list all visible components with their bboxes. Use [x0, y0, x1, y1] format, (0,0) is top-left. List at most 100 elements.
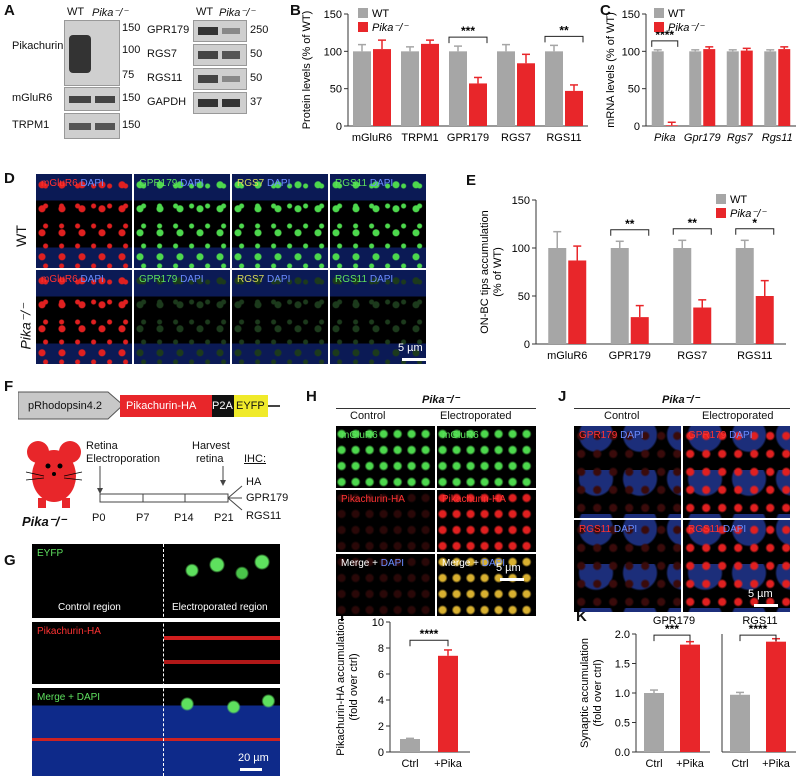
h-image-1-control: Pikachurin-HA [336, 490, 435, 552]
band [222, 76, 240, 82]
stain-text: DAPI [369, 274, 394, 285]
marker-50: 50 [250, 48, 263, 60]
sig-bracket [653, 634, 691, 642]
h-stain-label: mGluR6 [442, 430, 479, 441]
bar-ko [565, 90, 583, 126]
bar-wt [610, 248, 629, 344]
blot-label-trpm1: TRPM1 [12, 119, 50, 131]
j-col-electro: Electroporated [702, 410, 774, 422]
legend-swatch [716, 194, 726, 204]
stain-text: Merge + [341, 558, 381, 569]
j-stain-label: GPR179 DAPI [579, 430, 643, 441]
bar-wt [497, 51, 515, 127]
row-label-ko: Pika⁻/⁻ [17, 303, 34, 350]
y-axis-label: ON-BC tips accumulation [479, 210, 491, 334]
j-stain-label: RGS11 DAPI [579, 524, 637, 535]
bar-ko [755, 296, 774, 344]
bar-ko [740, 50, 753, 126]
stain-text: Pikachurin-HA [442, 494, 506, 505]
bar-wt [353, 51, 371, 127]
sig-bracket [735, 228, 775, 235]
stain-text: Merge + [442, 558, 482, 569]
panel-label-a: A [4, 2, 15, 19]
stain-text: mGluR6 [442, 430, 479, 441]
y-tick-label: 2.0 [615, 629, 630, 641]
marker-250: 250 [250, 24, 269, 36]
bar-wt [735, 248, 754, 344]
x-tick-label: Rgs11 [762, 132, 793, 144]
bar-wt [401, 51, 419, 127]
tick-p14: P14 [174, 512, 194, 524]
stain-text: mGluR6 [341, 430, 378, 441]
bar-wt [449, 51, 467, 127]
bar-ctrl [400, 739, 420, 752]
marker-37: 37 [250, 96, 263, 108]
sig-label: ** [625, 217, 635, 231]
sig-bracket [409, 639, 449, 647]
d-image-ko-gpr179: GPR179 DAPI [134, 270, 230, 364]
blot-header-wt-right: WT [196, 6, 214, 18]
panel-label-i: I [340, 608, 345, 625]
blot-label-rgs11: RGS11 [147, 72, 183, 84]
y-tick-label: 0.0 [615, 747, 630, 759]
blot-label-rgs7: RGS7 [147, 48, 177, 60]
g-electro-region: Electroporated region [172, 602, 268, 613]
d-stain-label: GPR179 DAPI [139, 274, 203, 285]
x-tick-label: Ctrl [731, 758, 748, 770]
timeline [97, 466, 243, 511]
x-tick-label: Ctrl [401, 758, 418, 770]
h-col-electro: Electroporated [440, 410, 512, 422]
y-tick-label: 0 [336, 121, 342, 133]
bar-pika [766, 641, 786, 752]
construct-p2a: P2A [212, 400, 233, 412]
sig-bracket [448, 36, 488, 44]
blot-header-wt-left: WT [67, 6, 85, 18]
blot-trpm1 [64, 113, 120, 139]
marker-100: 100 [122, 44, 141, 56]
legend-label: WT [668, 8, 685, 20]
chart-c: 0 50 100 150 mRNA levels (% of WT) Pika Gpr179… [605, 8, 796, 144]
d-stain-label: RGS7 DAPI [237, 274, 290, 285]
x-tick-label: RGS11 [546, 132, 581, 144]
electroporation-label: Electroporation [86, 453, 160, 465]
h-image-2-control: Merge + DAPI [336, 554, 435, 616]
h-title-rule [336, 408, 536, 409]
bar-ctrl [644, 693, 664, 752]
promoter-arrow [18, 391, 124, 420]
bar-ko [421, 43, 439, 126]
x-tick-label: Gpr179 [684, 132, 721, 144]
j-stain-label: GPR179 DAPI [688, 430, 752, 441]
group-title: RGS11 [742, 615, 777, 627]
scale-bar-g [240, 768, 262, 771]
bar-wt [726, 51, 739, 127]
y-tick-label: 50 [330, 84, 342, 96]
construct-promoter: pRhodopsin4.2 [28, 400, 103, 412]
x-tick-label: Ctrl [645, 758, 662, 770]
bar-ko [517, 63, 535, 126]
x-tick-label: GPR179 [447, 132, 489, 144]
y-axis-label: Pikachurin-HA accumulation [335, 618, 347, 756]
legend-swatch [716, 208, 726, 218]
bar-wt [545, 51, 563, 127]
chart-e: 0 50 100 150 ON-BC tips accumulation (% of WT… [479, 194, 786, 362]
bar-ko [703, 49, 716, 126]
j-image-rgs11-control: RGS11 DAPI [574, 520, 681, 612]
harvest-label: Harvest [192, 440, 230, 452]
d-stain-label: mGluR6 DAPI [41, 178, 104, 189]
g-control-region: Control region [58, 602, 121, 613]
x-tick-label: +Pika [762, 758, 791, 770]
stain-text: RGS7 [237, 274, 268, 285]
y-tick-label: 0.5 [615, 718, 630, 730]
d-stain-label: RGS11 DAPI [335, 178, 393, 189]
stain-text: DAPI [729, 430, 753, 441]
blot-label-gapdh: GAPDH [147, 96, 187, 108]
g-divider [163, 544, 164, 776]
bar-ko [568, 260, 587, 344]
sig-label: * [752, 216, 757, 230]
band [222, 28, 240, 34]
bar-ko [778, 49, 791, 126]
eyfp-box [234, 395, 268, 417]
stain-text: RGS11 [579, 524, 614, 535]
bar-wt [689, 51, 702, 127]
d-stain-label: RGS7 DAPI [237, 178, 290, 189]
